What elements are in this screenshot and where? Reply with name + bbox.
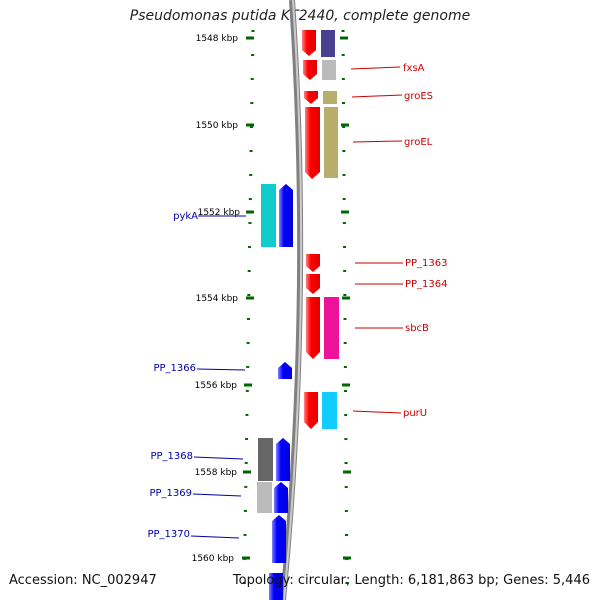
- ruler-label: 1556 kbp: [195, 381, 238, 391]
- forward-gene-fxsA-cog-box[interactable]: [322, 60, 336, 80]
- gene-label-PP_1364[interactable]: PP_1364: [405, 279, 448, 290]
- forward-label-leader: [352, 410, 402, 414]
- ruler-label: 1550 kbp: [196, 121, 239, 131]
- gene-label-pykA[interactable]: pykA: [173, 211, 198, 222]
- outer-dotted-track: [341, 29, 349, 600]
- forward-gene-groEL-cog-box[interactable]: [324, 107, 338, 178]
- gene-label-groES[interactable]: groES: [404, 91, 433, 102]
- forward-gene-groEL-cds[interactable]: [305, 107, 320, 179]
- reverse-gene-PP_1370-cds[interactable]: [272, 515, 286, 563]
- forward-gene-groES-cog-box[interactable]: [323, 91, 337, 104]
- gene-label-groEL[interactable]: groEL: [404, 137, 433, 148]
- major-ticks: [242, 36, 351, 560]
- inner-dotted-track: [242, 29, 255, 600]
- forward-gene-PP_1363-cds[interactable]: [306, 254, 320, 272]
- forward-label-leader: [352, 140, 403, 143]
- topology-text: Topology: circular; Length: 6,181,863 bp…: [232, 573, 590, 588]
- backbone-highlight: [283, 0, 303, 600]
- gene-label-PP_1363[interactable]: PP_1363: [405, 258, 448, 269]
- gene-label-PP_1366[interactable]: PP_1366: [153, 363, 196, 374]
- reverse-label-leader: [193, 456, 244, 460]
- reverse-label-leader: [196, 368, 246, 371]
- gene-label-PP_1370[interactable]: PP_1370: [147, 529, 190, 540]
- forward-label-leader: [351, 94, 403, 98]
- ruler-label: 1558 kbp: [195, 468, 238, 478]
- reverse-gene-pykA-cds[interactable]: [279, 184, 293, 247]
- map-title: Pseudomonas putida KT2440, complete geno…: [129, 8, 471, 24]
- ruler-label: 1552 kbp: [198, 208, 241, 218]
- genome-backbone: [280, 0, 304, 600]
- forward-label-leader: [350, 66, 401, 70]
- reverse-gene-PP_1369-cog-box[interactable]: [257, 482, 272, 513]
- reverse-gene-cds[interactable]: [269, 573, 283, 600]
- gene-label-fxsA[interactable]: fxsA: [403, 63, 425, 74]
- forward-gene-sbcB-cog-box[interactable]: [324, 297, 339, 359]
- reverse-gene-PP_1368-cog-box[interactable]: [258, 438, 273, 481]
- gene-label-sbcB[interactable]: sbcB: [405, 323, 429, 334]
- ruler-label: 1560 kbp: [192, 554, 235, 564]
- reverse-label-leader: [192, 493, 242, 497]
- forward-gene-fxsA-cds[interactable]: [303, 60, 317, 80]
- gene-label-PP_1369[interactable]: PP_1369: [149, 488, 192, 499]
- ruler-label: 1554 kbp: [196, 294, 239, 304]
- forward-gene-cog-box[interactable]: [321, 30, 335, 57]
- reverse-gene-PP_1369-cds[interactable]: [274, 482, 288, 513]
- reverse-gene-pykA-cog-box[interactable]: [261, 184, 276, 247]
- gene-label-purU[interactable]: purU: [403, 408, 427, 419]
- reverse-gene-PP_1368-cds[interactable]: [276, 438, 290, 481]
- forward-gene-purU-cds[interactable]: [304, 392, 318, 429]
- forward-gene-purU-cog-box[interactable]: [322, 392, 337, 429]
- gene-label-PP_1368[interactable]: PP_1368: [150, 451, 193, 462]
- accession-text: Accession: NC_002947: [9, 573, 157, 588]
- forward-gene-groES-cds[interactable]: [304, 91, 318, 104]
- ruler-label: 1548 kbp: [196, 34, 239, 44]
- reverse-label-leader: [190, 535, 240, 539]
- reverse-gene-PP_1366-cds[interactable]: [278, 362, 292, 379]
- forward-gene-cds[interactable]: [302, 30, 316, 56]
- forward-gene-sbcB-cds[interactable]: [306, 297, 320, 359]
- forward-gene-PP_1364-cds[interactable]: [306, 274, 320, 294]
